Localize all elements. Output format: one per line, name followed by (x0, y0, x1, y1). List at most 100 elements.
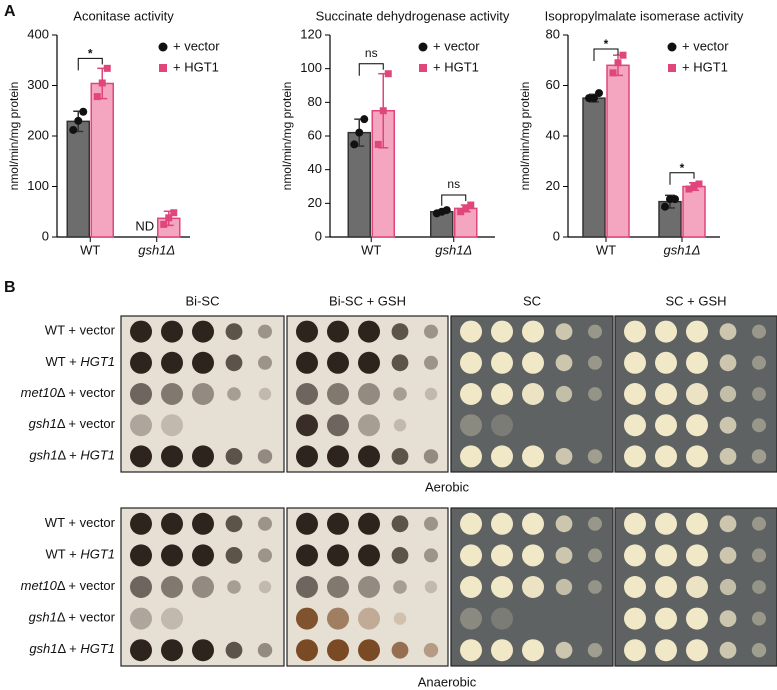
colony-spot (686, 607, 708, 630)
y-tick-label: 20 (546, 178, 560, 193)
y-tick-label: 80 (546, 26, 560, 41)
y-tick-label: 100 (27, 178, 49, 193)
colony-spot (719, 385, 737, 403)
colony-spot (751, 643, 767, 658)
row-label-part: Δ + vector (57, 610, 116, 625)
colony-spot (655, 383, 677, 405)
colony-spot (258, 548, 272, 563)
colony-spot (225, 323, 243, 340)
colony-spot (624, 639, 646, 662)
colony-spot (686, 351, 708, 374)
colony-spot (655, 576, 677, 598)
row-label-part: Δ + vector (57, 578, 116, 593)
colony-spot (686, 512, 708, 535)
colony-spot (686, 414, 708, 437)
colony-spot (424, 355, 438, 370)
colony-spot (296, 414, 318, 437)
row-label-part: Δ + (58, 642, 81, 657)
condition-label: Aerobic (425, 479, 470, 494)
colony-spot (624, 607, 646, 630)
colony-spot (752, 355, 766, 370)
colony-spot (393, 387, 407, 401)
colony-spot (393, 580, 407, 594)
colony-spot (130, 320, 152, 343)
colony-spot (327, 512, 349, 535)
colony-spot (161, 383, 183, 405)
colony-spot (655, 351, 677, 374)
colony-spot (258, 516, 272, 531)
legend-label: + HGT1 (173, 59, 219, 74)
colony-spot (225, 641, 243, 659)
colony-spot (719, 641, 737, 659)
colony-spot (225, 547, 243, 564)
colony-spot (192, 576, 214, 598)
row-label-part: gsh1 (29, 448, 57, 463)
colony-spot (588, 516, 602, 531)
colony-spot (491, 445, 513, 468)
data-point (98, 79, 106, 87)
data-point (360, 115, 369, 124)
panel-label: B (4, 279, 16, 296)
colony-spot (624, 544, 646, 567)
colony-spot (491, 512, 513, 535)
colony-spot (327, 607, 349, 630)
legend-marker (158, 42, 168, 52)
colony-spot (391, 547, 409, 564)
colony-spot (491, 544, 513, 567)
colony-spot (423, 449, 439, 464)
condition-label: Anaerobic (418, 674, 477, 689)
colony-spot (655, 544, 677, 567)
colony-spot (719, 416, 737, 434)
colony-spot (192, 320, 214, 343)
colony-spot (391, 323, 409, 340)
data-point (685, 185, 693, 193)
colony-spot (686, 445, 708, 468)
bar (347, 131, 371, 238)
colony-spot (161, 544, 183, 567)
row-label-part: WT + vector (45, 323, 116, 338)
colony-spot (130, 607, 152, 630)
colony-spot (522, 383, 544, 405)
colony-spot (624, 512, 646, 535)
colony-spot (686, 639, 708, 662)
colony-spot (296, 639, 318, 662)
column-header: SC (523, 293, 541, 308)
colony-spot (192, 544, 214, 567)
colony-spot (752, 516, 766, 531)
colony-spot (460, 320, 482, 343)
colony-spot (327, 576, 349, 598)
panel-label: A (4, 3, 16, 20)
colony-spot (327, 351, 349, 374)
colony-spot (130, 445, 152, 468)
colony-spot (161, 639, 183, 662)
colony-spot (522, 544, 544, 567)
colony-spot (686, 320, 708, 343)
legend-marker (668, 64, 676, 72)
colony-spot (555, 323, 573, 340)
chart-title: Aconitase activity (73, 8, 174, 23)
bar (582, 97, 606, 238)
colony-spot (258, 324, 272, 339)
colony-spot (752, 324, 766, 339)
colony-spot (130, 351, 152, 374)
colony-spot (555, 448, 573, 465)
colony-spot (161, 607, 183, 630)
x-tick-label: gsh1Δ (435, 242, 472, 257)
y-tick-label: 200 (27, 127, 49, 142)
colony-spot (522, 576, 544, 598)
colony-spot (752, 611, 766, 626)
colony-spot (358, 544, 380, 567)
row-label: gsh1Δ + vector (29, 417, 116, 432)
legend-label: + vector (433, 38, 480, 53)
row-label: gsh1Δ + vector (29, 610, 116, 625)
colony-spot (130, 576, 152, 598)
colony-spot (555, 354, 573, 372)
bar (682, 185, 706, 238)
colony-spot (460, 351, 482, 374)
colony-spot (555, 578, 573, 596)
colony-spot (358, 512, 380, 535)
data-point (93, 93, 101, 101)
y-axis-label: nmol/min/mg protein (7, 82, 21, 191)
colony-spot (460, 414, 482, 437)
colony-spot (719, 578, 737, 596)
